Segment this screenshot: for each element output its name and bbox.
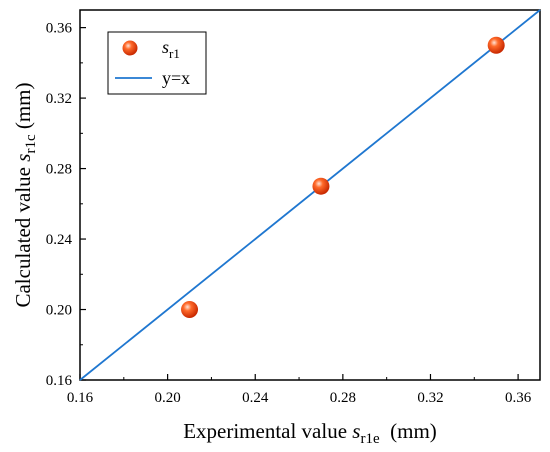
x-tick-label: 0.36	[505, 390, 532, 406]
y-tick-label: 0.20	[46, 303, 72, 319]
data-point	[312, 177, 330, 195]
data-point	[181, 301, 199, 319]
plot-area	[79, 9, 541, 381]
x-axis-label: Experimental value sr1e (mm)	[183, 419, 437, 447]
plot-frame	[79, 9, 541, 381]
y-tick-label: 0.24	[46, 232, 73, 248]
x-tick-label: 0.24	[242, 390, 269, 406]
data-point	[487, 36, 505, 54]
x-tick-label: 0.32	[417, 390, 443, 406]
y-tick-label: 0.16	[46, 373, 73, 389]
legend-box	[107, 31, 207, 95]
legend-label-scatter: sr1	[162, 37, 180, 61]
y-tick-label: 0.32	[46, 91, 72, 107]
legend-marker-scatter	[122, 40, 138, 56]
x-tick-label: 0.16	[67, 390, 94, 406]
x-tick-label: 0.28	[330, 390, 356, 406]
y-tick-label: 0.28	[46, 162, 72, 178]
x-axis-ticks: 0.16 0.20 0.24 0.28 0.32 0.36	[67, 374, 532, 406]
y-tick-label: 0.36	[46, 21, 73, 37]
x-tick-label: 0.20	[154, 390, 180, 406]
series-line-y-equals-x	[79, 9, 541, 381]
legend-label-line: y=x	[162, 68, 190, 88]
legend: sr1 y=x	[107, 31, 207, 95]
y-axis-label: Calculated value sr1c (mm)	[11, 82, 39, 307]
